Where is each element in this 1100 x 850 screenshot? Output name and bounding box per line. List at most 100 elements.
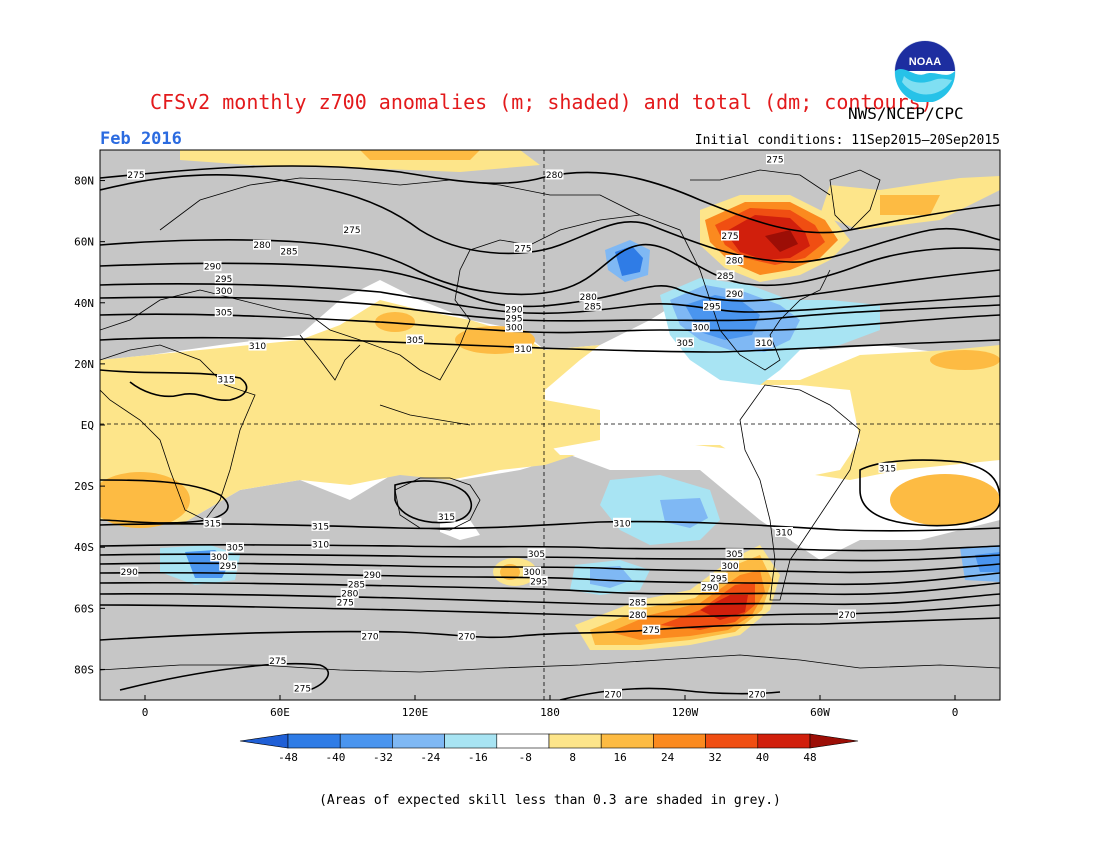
- lon-tick-label: 0: [142, 706, 149, 719]
- contour-label-bg: [838, 609, 856, 620]
- colorbar-label: 48: [803, 751, 816, 764]
- contour-label: 295: [710, 574, 727, 584]
- colorbar-swatch: [809, 733, 859, 749]
- contour-label: 280: [629, 611, 646, 621]
- contour-label: 305: [726, 550, 743, 560]
- contour-label: 305: [528, 550, 545, 560]
- contour-label-bg: [691, 322, 710, 333]
- colorbar-label: 16: [614, 751, 627, 764]
- contour-label: 305: [406, 336, 423, 346]
- contour-label: 290: [204, 263, 221, 273]
- contour-label-bg: [721, 560, 739, 571]
- contour-label: 315: [217, 376, 234, 386]
- lat-tick-label: 40N: [74, 297, 94, 310]
- lat-tick-label: 40S: [74, 541, 94, 554]
- contour-label: 285: [584, 302, 601, 312]
- contour-label: 295: [505, 315, 522, 325]
- contour-label: 270: [361, 632, 378, 642]
- contour-labels: 275 2802752752752752802852802852902953003…: [120, 154, 897, 700]
- contour-label-bg: [523, 566, 541, 577]
- colorbar-label: -48: [278, 751, 298, 764]
- colorbar-label: -16: [468, 751, 488, 764]
- lon-tick-label: 180: [540, 706, 560, 719]
- colorbar-swatch: [600, 733, 654, 749]
- contour-label-bg: [628, 609, 647, 620]
- contour-label-bg: [248, 340, 267, 351]
- contour-label: 275: [643, 626, 660, 636]
- contour-label: 270: [748, 690, 765, 700]
- contour-label-bg: [214, 285, 233, 296]
- lat-tick-label: EQ: [81, 419, 94, 432]
- contour-label-bg: [210, 551, 229, 562]
- contour-label: 315: [312, 522, 329, 532]
- colorbar-swatch: [239, 733, 289, 749]
- contour-label: 295: [220, 562, 237, 572]
- contour-label-bg: [775, 526, 793, 537]
- lon-tick-label: 120W: [672, 706, 699, 719]
- contour-label-bg: [642, 624, 661, 635]
- contour-label: 300: [721, 562, 738, 572]
- lat-tick-label: 80S: [74, 663, 94, 676]
- contour-label-bg: [457, 630, 476, 641]
- contour-label-bg: [514, 343, 532, 354]
- contour-label-bg: [214, 273, 233, 284]
- contour-label: 275: [343, 226, 360, 236]
- contour-label: 270: [458, 632, 475, 642]
- contour-label-bg: [721, 230, 739, 241]
- contour-label-bg: [725, 255, 744, 265]
- contour-label-bg: [725, 548, 744, 559]
- contour-label: 305: [676, 339, 693, 349]
- contour-label-bg: [203, 261, 222, 272]
- contour-label-bg: [219, 560, 238, 571]
- contour-label: 295: [530, 577, 547, 587]
- contour-label-bg: [311, 520, 330, 531]
- contour-label: 290: [364, 571, 381, 581]
- contour-label-bg: [748, 688, 766, 699]
- colorbar-swatch: [757, 733, 811, 749]
- contour-label: 290: [505, 305, 522, 315]
- contour-label: 290: [701, 583, 718, 593]
- contour-label: 300: [215, 287, 232, 297]
- contour-label: 295: [703, 302, 720, 312]
- colorbar-label: 32: [708, 751, 721, 764]
- contour-label-bg: [437, 511, 456, 522]
- contour-label-bg: [613, 517, 631, 528]
- noaa-logo-icon: NOAA: [894, 40, 956, 102]
- contour-label-bg: [754, 337, 773, 348]
- contour-label-bg: [120, 566, 139, 577]
- lat-tick-label: 60S: [74, 602, 94, 615]
- contour-label: 315: [438, 513, 455, 523]
- map-title: CFSv2 monthly z700 anomalies (m; shaded)…: [150, 90, 933, 114]
- lat-tick-label: 20N: [74, 358, 94, 371]
- organization-label: NWS/NCEP/CPC: [848, 104, 964, 123]
- contour-label: 285: [629, 599, 646, 609]
- contour-label-bg: [878, 462, 897, 473]
- contour-label: 305: [226, 544, 243, 554]
- colorbar-swatch: [444, 733, 498, 749]
- contour-label: 310: [755, 339, 772, 349]
- axis-ticks: 80N 60N 40N 20N EQ 20S 40S 60S 80S 0 60E 120E 180 120…: [74, 175, 958, 719]
- contour-label-bg: [226, 542, 244, 553]
- contour-label-bg: [280, 245, 298, 256]
- colorbar-swatch: [392, 733, 445, 749]
- colorbar-label: -24: [420, 751, 440, 764]
- contour-label-bg: [700, 581, 719, 592]
- contour-label: 270: [604, 690, 621, 700]
- contour-label: 275: [337, 599, 354, 609]
- contour-label-bg: [505, 313, 523, 324]
- initial-conditions: Initial conditions: 11Sep2015—20Sep2015: [694, 133, 1000, 148]
- contour-label: 270: [838, 611, 855, 621]
- contour-label: 310: [613, 519, 630, 529]
- contour-label-bg: [505, 322, 523, 333]
- contour-label-bg: [579, 291, 598, 302]
- colorbar-label: -8: [519, 751, 532, 764]
- contour-label: 285: [280, 247, 297, 257]
- contour-label: 280: [580, 293, 597, 303]
- contour-label: 315: [204, 519, 221, 529]
- contour-label: 285: [717, 272, 734, 282]
- colorbar-swatch: [653, 733, 706, 749]
- contour-label: 300: [523, 568, 540, 578]
- lon-tick-label: 120E: [402, 706, 429, 719]
- contour-label-bg: [529, 575, 548, 586]
- contour-label-bg: [406, 334, 424, 345]
